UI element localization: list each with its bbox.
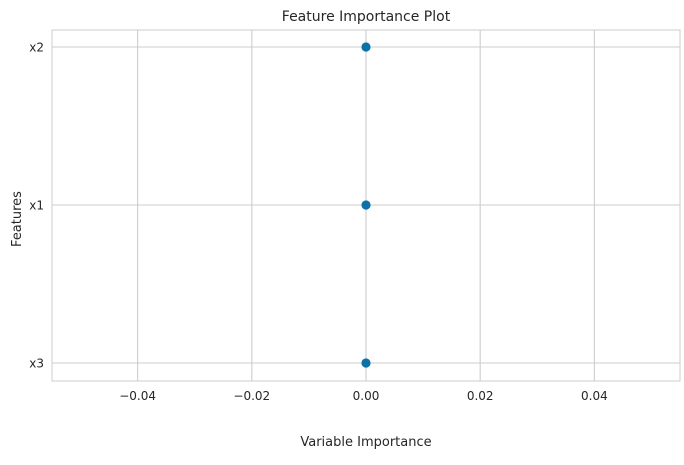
data-point (361, 42, 371, 52)
x-tick-label: 0.00 (353, 389, 380, 403)
x-tick-label: −0.02 (233, 389, 270, 403)
data-points (361, 42, 371, 368)
chart-title: Feature Importance Plot (282, 9, 451, 25)
x-tick-label: −0.04 (119, 389, 156, 403)
y-tick-label: x1 (29, 199, 44, 213)
y-axis-title: Features (10, 191, 25, 247)
tick-labels: −0.04 −0.02 0.00 0.02 0.04 x2 x1 x3 (29, 41, 607, 404)
data-point (361, 358, 371, 368)
x-tick-label: 0.02 (467, 389, 494, 403)
x-tick-label: 0.04 (581, 389, 608, 403)
x-axis-title: Variable Importance (300, 435, 431, 450)
y-tick-label: x2 (29, 41, 44, 55)
data-point (361, 200, 371, 210)
plot-frame (51, 29, 681, 382)
y-tick-label: x3 (29, 357, 44, 371)
